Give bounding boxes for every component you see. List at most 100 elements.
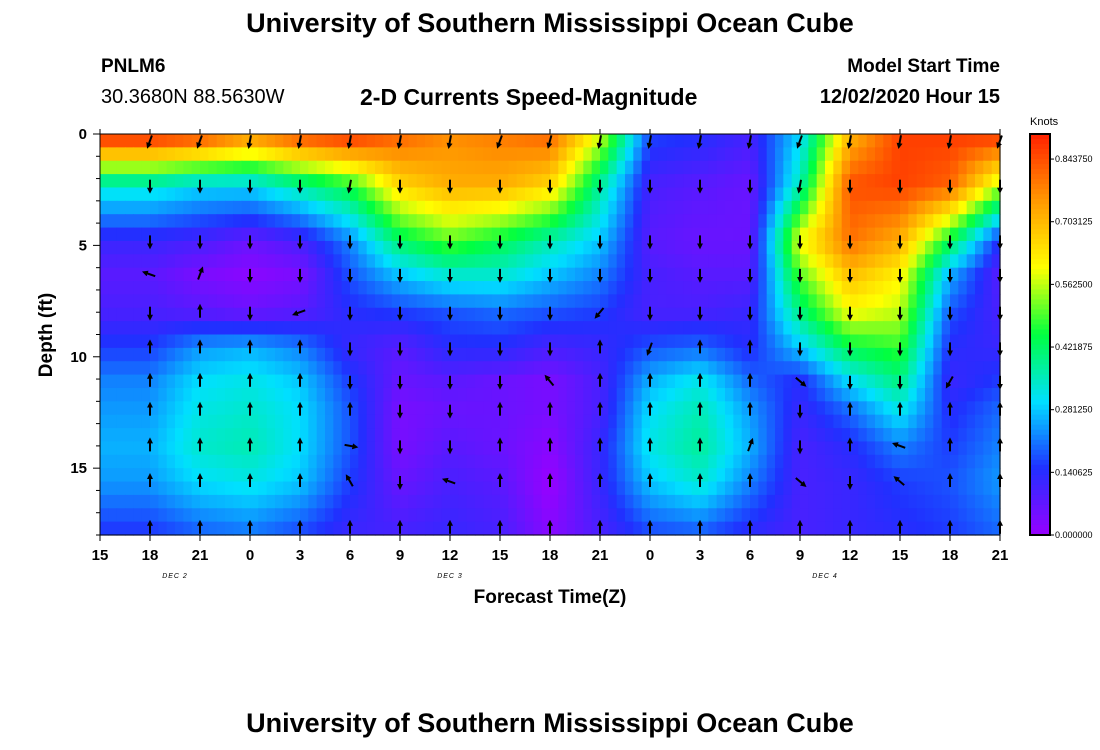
heatmap-cell [666, 294, 676, 309]
heatmap-cell [708, 294, 718, 309]
heatmap-cell [883, 401, 893, 416]
heatmap-cell [883, 494, 893, 509]
heatmap-cell [516, 468, 526, 483]
heatmap-cell [800, 147, 809, 162]
heatmap-cell [675, 160, 684, 175]
heatmap-cell [350, 521, 359, 536]
heatmap-cell [291, 307, 301, 322]
heatmap-cell [783, 200, 793, 215]
heatmap-cell [758, 374, 768, 389]
heatmap-cell [966, 454, 976, 469]
heatmap-cell [358, 307, 368, 322]
colorbar-segment [1030, 404, 1050, 411]
heatmap-cell [325, 347, 334, 362]
heatmap-cell [200, 147, 209, 162]
heatmap-cell [600, 240, 609, 255]
heatmap-cell [191, 441, 201, 456]
heatmap-cell [100, 227, 109, 242]
heatmap-cell [450, 174, 459, 189]
heatmap-cell [933, 307, 943, 322]
colorbar-segment [1030, 419, 1050, 426]
heatmap-cell [616, 187, 626, 202]
heatmap-cell [433, 187, 443, 202]
heatmap-cell [966, 254, 976, 269]
colorbar-segment [1030, 494, 1050, 501]
heatmap-cell [825, 227, 834, 242]
heatmap-cell [966, 174, 976, 189]
heatmap-cell [100, 347, 109, 362]
heatmap-cell [558, 334, 568, 349]
heatmap-cell [141, 227, 151, 242]
heatmap-cell [216, 267, 226, 282]
colorbar-segment [1030, 224, 1050, 230]
heatmap-cell [983, 321, 993, 336]
heatmap-cell [158, 334, 168, 349]
heatmap-cell [541, 187, 551, 202]
heatmap-cell [816, 254, 826, 269]
heatmap-cell [341, 441, 351, 456]
heatmap-cell [200, 441, 209, 456]
heatmap-cell [133, 494, 143, 509]
heatmap-cell [283, 374, 293, 389]
heatmap-cell [375, 227, 384, 242]
heatmap-cell [316, 347, 326, 362]
heatmap-cell [250, 147, 259, 162]
heatmap-cell [633, 508, 643, 523]
heatmap-cell [500, 334, 509, 349]
heatmap-cell [891, 160, 901, 175]
heatmap-cell [900, 361, 909, 376]
heatmap-cell [541, 307, 551, 322]
heatmap-cell [491, 267, 501, 282]
heatmap-cell [541, 147, 551, 162]
heatmap-cell [575, 307, 584, 322]
heatmap-cell [441, 214, 451, 229]
heatmap-cell [491, 508, 501, 523]
heatmap-cell [150, 254, 159, 269]
chart-title: 2-D Currents Speed-Magnitude [360, 84, 698, 110]
heatmap-cell [275, 374, 284, 389]
heatmap-cell [233, 134, 243, 148]
heatmap-cell [408, 441, 418, 456]
heatmap-cell [125, 134, 134, 148]
heatmap-cell [250, 401, 259, 416]
heatmap-cell [808, 521, 818, 536]
heatmap-cell [908, 401, 918, 416]
heatmap-cell [858, 254, 868, 269]
heatmap-cell [158, 174, 168, 189]
heatmap-cell [658, 200, 668, 215]
heatmap-cell [541, 361, 551, 376]
heatmap-cell [791, 481, 801, 496]
heatmap-cell [116, 508, 126, 523]
heatmap-cell [441, 428, 451, 443]
heatmap-cell [766, 361, 776, 376]
heatmap-cell [241, 361, 251, 376]
heatmap-cell [283, 428, 293, 443]
heatmap-cell [808, 254, 818, 269]
current-vector-arrow [141, 270, 156, 278]
heatmap-cell [450, 441, 459, 456]
heatmap-cell [166, 147, 176, 162]
heatmap-cell [941, 254, 951, 269]
heatmap-cell [933, 481, 943, 496]
heatmap-cell [775, 521, 784, 536]
heatmap-cell [533, 441, 543, 456]
heatmap-cell [833, 267, 843, 282]
heatmap-cell [133, 454, 143, 469]
heatmap-cell [175, 414, 184, 429]
heatmap-cell [500, 428, 509, 443]
heatmap-cell [533, 494, 543, 509]
heatmap-cell [966, 347, 976, 362]
heatmap-cell [800, 294, 809, 309]
heatmap-cell [658, 334, 668, 349]
heatmap-cell [975, 160, 984, 175]
heatmap-cell [591, 441, 601, 456]
heatmap-cell [125, 361, 134, 376]
heatmap-cell [925, 254, 934, 269]
heatmap-cell [708, 414, 718, 429]
heatmap-cell [600, 508, 609, 523]
heatmap-cell [575, 214, 584, 229]
heatmap-cell [858, 521, 868, 536]
heatmap-cell [533, 281, 543, 295]
heatmap-cell [283, 387, 293, 402]
heatmap-cell [900, 347, 909, 362]
